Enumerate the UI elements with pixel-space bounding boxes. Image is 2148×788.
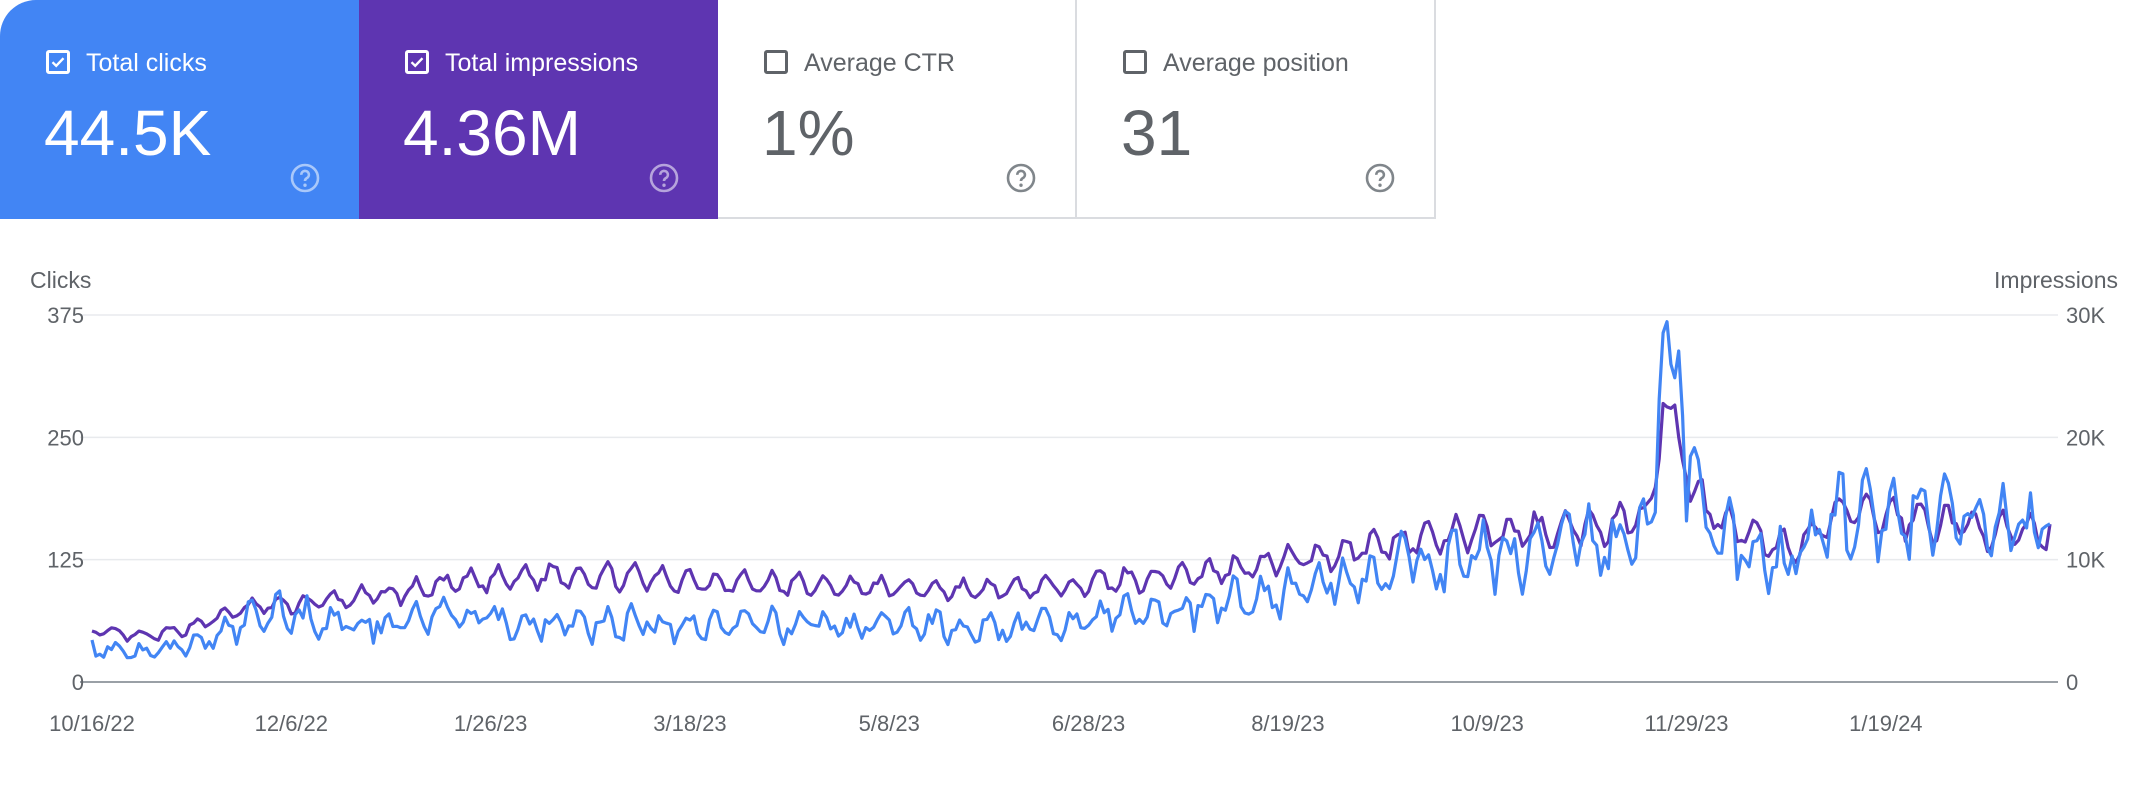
line-chart-svg: 0 0 125 10K 250 20K 375 30K 10/16/22 12/6/22 1/26/… [47, 303, 2105, 736]
y-right-tick-label: 0 [2066, 670, 2078, 695]
metric-card-average-position[interactable]: Average position 31 [1077, 0, 1436, 219]
series-line-total-clicks [90, 320, 2051, 660]
metric-label: Average CTR [804, 49, 955, 77]
metric-value: 44.5K [44, 97, 212, 169]
y-right-tick-label: 30K [2066, 303, 2105, 328]
y-right-tick-label: 10K [2066, 548, 2105, 573]
x-tick-label: 10/9/23 [1451, 711, 1524, 736]
y-left-tick-label: 0 [72, 670, 84, 695]
metric-card-total-clicks[interactable]: Total clicks 44.5K [0, 0, 359, 219]
performance-chart: Clicks Impressions 0 0 125 10K 250 20K 375 30K 1… [0, 250, 2148, 770]
y-right-tick-label: 20K [2066, 425, 2105, 450]
checkbox-checked-icon[interactable] [405, 50, 429, 74]
metric-value: 1% [762, 97, 855, 169]
y-left-tick-label: 375 [47, 303, 84, 328]
metric-card-total-impressions[interactable]: Total impressions 4.36M [359, 0, 718, 219]
metric-label: Average position [1163, 49, 1349, 77]
metric-label: Total clicks [86, 49, 207, 77]
metric-cards: Total clicks 44.5K Total impressions 4.3… [0, 0, 1436, 219]
x-tick-label: 10/16/22 [49, 711, 135, 736]
x-tick-label: 12/6/22 [255, 711, 328, 736]
checkbox-checked-icon[interactable] [46, 50, 70, 74]
x-tick-label: 3/18/23 [653, 711, 726, 736]
help-icon[interactable] [1364, 162, 1396, 194]
help-icon[interactable] [289, 162, 321, 194]
checkbox-unchecked-icon[interactable] [1123, 50, 1147, 74]
metric-value: 4.36M [403, 97, 581, 169]
x-tick-label: 1/26/23 [454, 711, 527, 736]
x-tick-label: 11/29/23 [1645, 711, 1729, 736]
metric-value: 31 [1121, 97, 1193, 169]
y-left-axis-title: Clicks [30, 267, 92, 293]
x-tick-label: 1/19/24 [1849, 711, 1922, 736]
x-tick-label: 8/19/23 [1251, 711, 1324, 736]
metric-card-average-ctr[interactable]: Average CTR 1% [718, 0, 1077, 219]
y-right-axis-title: Impressions [1994, 267, 2118, 293]
x-tick-label: 5/8/23 [859, 711, 920, 736]
metric-label: Total impressions [445, 49, 639, 77]
help-icon[interactable] [1005, 162, 1037, 194]
series-line-total-impressions [91, 401, 2052, 643]
y-left-tick-label: 125 [47, 548, 84, 573]
help-icon[interactable] [648, 162, 680, 194]
checkbox-unchecked-icon[interactable] [764, 50, 788, 74]
y-left-tick-label: 250 [47, 425, 84, 450]
x-tick-label: 6/28/23 [1052, 711, 1125, 736]
